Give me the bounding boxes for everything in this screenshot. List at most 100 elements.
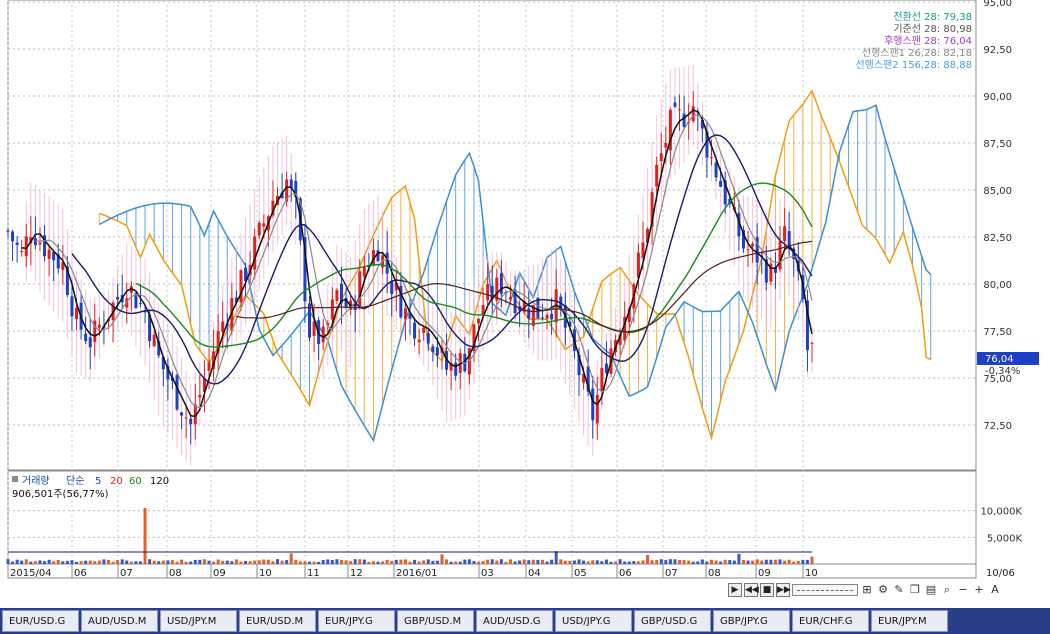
volume-bar (308, 561, 311, 564)
symbol-tab[interactable]: GBP/JPY.G (713, 610, 790, 632)
date-tick-label: 10 (259, 568, 272, 579)
date-tick-label: 07 (120, 568, 133, 579)
volume-legend: 거래량 단순 5 20 60 120 906,501주(56,77%) (12, 475, 169, 500)
candle-body (417, 339, 421, 343)
volume-bar (614, 561, 618, 564)
scroll-right-button[interactable]: ▶ (728, 583, 742, 597)
symbol-tab[interactable]: AUD/USD.M (81, 610, 158, 632)
candle-body (47, 249, 51, 259)
settings-gear-icon[interactable]: ⚙ (878, 583, 888, 596)
zoom-out-button[interactable]: − (958, 583, 968, 596)
candle-body (371, 250, 375, 265)
volume-tick-label: 10,000K (980, 507, 1022, 518)
volume-bar (710, 559, 713, 564)
volume-bar (792, 561, 796, 564)
volume-bar (180, 559, 184, 564)
candle-body (148, 314, 152, 341)
candle-body (367, 265, 371, 267)
price-tick-label: 82,50 (983, 233, 1012, 244)
candle-body (805, 300, 809, 351)
candle-body (778, 241, 782, 270)
candle-body (65, 266, 69, 295)
candle-body (321, 326, 325, 343)
candle-body (143, 310, 147, 313)
symbol-tab[interactable]: EUR/CHF.G (792, 610, 869, 632)
candle-body (664, 142, 668, 148)
candle-body (495, 277, 499, 301)
symbol-tab[interactable]: EUR/JPY.G (318, 610, 395, 632)
symbol-tab[interactable]: EUR/USD.M (239, 610, 316, 632)
volume-bar (604, 559, 608, 564)
window-icon[interactable]: ❐ (910, 583, 920, 596)
symbol-tab[interactable]: USD/JPY.M (160, 610, 237, 632)
volume-bar (554, 551, 558, 564)
indicator-legend-item: 후행스팬 28: 76,04 (884, 35, 972, 47)
candle-body (70, 296, 74, 317)
candle-body (93, 320, 97, 342)
scroll-end-button[interactable]: ▶▶ (776, 583, 791, 597)
candle-body (435, 347, 439, 356)
symbol-tab[interactable]: GBP/USD.M (397, 610, 474, 632)
volume-bar (751, 560, 755, 564)
candle-body (527, 308, 531, 319)
volume-bar (550, 559, 554, 564)
candle-body (198, 394, 202, 398)
volume-bar (504, 561, 508, 564)
symbol-tab[interactable]: EUR/JPY.M (871, 610, 948, 632)
volume-bar (134, 561, 138, 564)
candle-body (454, 362, 458, 376)
candle-body (52, 251, 56, 261)
volume-bars (6, 508, 814, 564)
volume-bar (673, 559, 677, 564)
volume-bar (600, 561, 604, 564)
candle-body (764, 259, 768, 283)
volume-bar (796, 560, 800, 564)
candle-body (239, 270, 243, 303)
volume-bar (700, 559, 704, 564)
search-icon[interactable]: ⌕ (943, 583, 951, 596)
volume-bar (545, 561, 549, 564)
candle-body (477, 318, 481, 324)
volume-bar (29, 561, 33, 564)
volume-bar (595, 560, 599, 564)
volume-bar (317, 561, 321, 564)
symbol-tab[interactable]: AUD/USD.G (476, 610, 553, 632)
draw-tool-icon[interactable]: ✎ (894, 583, 904, 596)
symbol-tab[interactable]: GBP/USD.G (634, 610, 711, 632)
volume-bar (65, 560, 69, 564)
volume-bar (805, 559, 809, 564)
volume-bar (47, 559, 51, 564)
zoom-in-button[interactable]: + (974, 583, 984, 596)
volume-bar (399, 559, 403, 564)
volume-bar (390, 560, 394, 564)
candle-body (741, 229, 745, 249)
symbol-tab[interactable]: USD/JPY.G (555, 610, 632, 632)
font-size-button[interactable]: A (991, 583, 999, 596)
candle-body (490, 285, 494, 300)
candle-body (408, 313, 412, 319)
volume-bar (148, 559, 152, 564)
volume-bar (143, 508, 147, 564)
date-tick-label: 08 (708, 568, 721, 579)
stop-button[interactable]: ■ (760, 583, 774, 597)
volume-bar (216, 559, 220, 564)
volume-bar (161, 560, 165, 564)
candle-body (700, 119, 704, 129)
zoom-fit-icon[interactable]: ⊞ (862, 583, 872, 596)
price-tick-label: 90,00 (983, 92, 1012, 103)
chart-type-icon[interactable]: ▤ (925, 583, 937, 596)
price-tick-label: 75,00 (983, 374, 1012, 385)
indicator-legend-item: 선행스팬2 156,28: 88,88 (855, 59, 972, 71)
candle-body (769, 263, 773, 282)
scroll-start-button[interactable]: ◀◀ (744, 583, 759, 597)
chart-canvas[interactable]: 72,50 75,00 77,50 80,00 82,50 85,00 87,50 90,00… (0, 0, 1050, 608)
zoom-slider[interactable] (792, 584, 858, 596)
volume-bar (426, 559, 430, 564)
candle-body (678, 109, 682, 111)
candle-body (591, 388, 595, 421)
symbol-tab[interactable]: EUR/USD.G (2, 610, 79, 632)
candle-body (6, 230, 10, 232)
volume-bar (650, 560, 654, 564)
volume-bar (189, 561, 193, 564)
volume-bar (120, 559, 124, 564)
